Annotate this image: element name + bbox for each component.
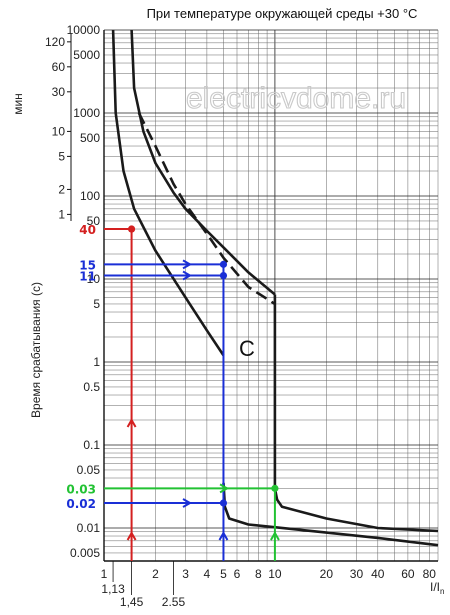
x-axis-label: I/In: [430, 580, 444, 596]
annotation-arrow: [182, 498, 193, 508]
curve-label: C: [239, 336, 255, 361]
x-tick-label: 3: [182, 567, 189, 581]
x-tick-label: 20: [320, 567, 334, 581]
annotation-label: 40: [79, 223, 96, 237]
curve-3: [137, 112, 276, 306]
x-tick-label: 8: [255, 567, 262, 581]
annotation-arrow-up: [126, 530, 137, 541]
y-tick-label: 500: [80, 131, 100, 145]
x-tick-label: 80: [423, 567, 437, 581]
y-tick-label: 1: [93, 355, 100, 369]
x-tick-label: 2: [152, 567, 159, 581]
annotation-label: 11: [79, 270, 96, 284]
x-tick-label: 40: [371, 567, 385, 581]
x-tick-label: 30: [350, 567, 364, 581]
x-tick-label-lower: 1,13: [101, 582, 125, 596]
minute-tick-label: 60: [52, 60, 66, 74]
x-tick-label: 60: [401, 567, 415, 581]
annotation-label: 0.03: [66, 482, 96, 496]
curve-5: [222, 482, 439, 547]
x-tick-label-lower: 2.55: [162, 595, 186, 609]
grid: [103, 29, 439, 562]
minute-tick-label: 120: [45, 35, 65, 49]
y-tick-label: 0.005: [70, 546, 100, 560]
annotation-label: 0.02: [66, 497, 96, 511]
x-axis-label-main: I/I: [430, 580, 440, 594]
minute-tick-label: 5: [58, 149, 65, 163]
y-tick-label: 50: [87, 214, 101, 228]
annotation-arrow: [219, 483, 230, 494]
annotation-arrow-up: [126, 417, 137, 428]
x-tick-label: 4: [204, 567, 211, 581]
annotation-label: 15: [79, 258, 96, 272]
y-tick-label: 0.01: [77, 521, 101, 535]
annotation-arrow: [182, 270, 193, 281]
y-tick-label: 5000: [73, 48, 100, 62]
annotation-point: [219, 271, 228, 280]
annotation-point: [219, 499, 228, 507]
y-tick-label: 5: [93, 297, 100, 311]
annotation-arrow-up: [270, 530, 280, 541]
curve-2: [130, 29, 276, 296]
x-tick-label: 1: [101, 567, 108, 581]
x-tick-label-lower: 1,45: [120, 595, 144, 609]
y-tick-label: 10: [87, 272, 101, 286]
annotation-arrow: [182, 259, 193, 270]
minutes-axis-label: мин: [11, 93, 25, 115]
chart-title: При температуре окружающей среды +30 °C: [147, 6, 418, 21]
watermark: electricvdome.ru: [186, 82, 406, 115]
minute-tick-label: 1: [58, 207, 65, 221]
y-tick-label: 100: [80, 189, 100, 203]
minute-tick-label: 30: [52, 85, 66, 99]
y-axis-label: Время срабатывания (с): [29, 282, 43, 418]
y-tick-label: 10000: [67, 23, 101, 37]
x-tick-label: 10: [268, 567, 282, 581]
y-tick-label: 0.1: [83, 438, 100, 452]
curve-1: [111, 29, 225, 357]
y-tick-label: 1000: [73, 106, 100, 120]
x-tick-label: 6: [234, 567, 241, 581]
annotation-point: [127, 225, 136, 233]
minute-tick-label: 10: [52, 124, 66, 138]
minute-tick-label: 2: [58, 182, 65, 196]
y-tick-label: 0.05: [77, 463, 101, 477]
y-tick-label: 0.5: [83, 380, 100, 394]
annotation-arrow-up: [218, 530, 229, 541]
x-tick-label: 5: [220, 567, 227, 581]
axes: 0.0050.010.050.10.5151050100500100050001…: [45, 23, 438, 609]
x-axis-label-sub: n: [440, 587, 444, 596]
